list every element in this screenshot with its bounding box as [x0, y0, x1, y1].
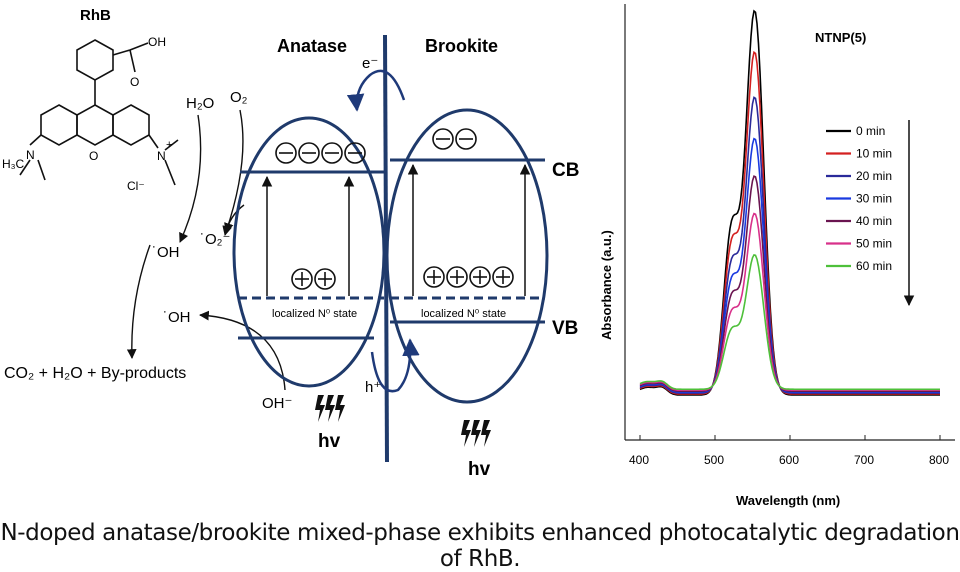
electron-symbol — [455, 128, 477, 150]
hole-label: h⁺ — [365, 379, 381, 396]
electron-symbol — [298, 142, 320, 164]
anatase-particle — [232, 116, 386, 388]
hv-label-right: hv — [468, 459, 491, 480]
x-tick-label: 800 — [929, 453, 949, 467]
oh-radical-1: ˙OH — [152, 244, 180, 261]
chart-legend: 0 min 10 min 20 min 30 min 40 min 50 min 60 mi… — [826, 124, 892, 273]
electron-label: e⁻ — [362, 55, 378, 72]
rhb-left-h3c: H₃C — [2, 157, 25, 171]
rhb-cooh-oh: OH — [148, 35, 166, 49]
x-tick-label: 500 — [704, 453, 724, 467]
rhb-cooh-o: O — [130, 75, 139, 89]
series-line — [639, 96, 940, 394]
rhb-name: RhB — [80, 7, 111, 24]
o2-label: O₂ — [230, 89, 248, 106]
legend-label: 20 min — [856, 169, 892, 183]
left-chem-arrows — [126, 109, 286, 391]
rhb-left-n: N — [26, 148, 35, 162]
legend-label: 30 min — [856, 192, 892, 206]
legend-label: 60 min — [856, 259, 892, 273]
hv-label-left: hv — [318, 431, 341, 452]
brookite-charges — [423, 128, 514, 288]
legend-label: 50 min — [856, 237, 892, 251]
series-line — [639, 175, 940, 392]
figure-caption: N-doped anatase/brookite mixed-phase exh… — [0, 520, 960, 572]
rhb-chloride: Cl⁻ — [127, 179, 145, 193]
anatase-label: Anatase — [277, 36, 347, 56]
band-diagram — [232, 34, 549, 463]
chart-lines — [639, 9, 940, 396]
chart-title: NTNP(5) — [815, 30, 866, 45]
series-line — [639, 9, 940, 396]
localized-state-brookite: localized N⁰ state — [421, 308, 506, 320]
interface-line — [383, 34, 389, 463]
products-label: CO₂ + H₂O + By-products — [4, 365, 186, 382]
series-line — [639, 50, 940, 395]
absorbance-chart: 400 500 600 700 800 0 min 10 min 20 min 30 min 4… — [624, 4, 955, 467]
light-bolt-icon — [461, 420, 491, 447]
brookite-label: Brookite — [425, 36, 498, 56]
cb-label: CB — [552, 160, 579, 181]
rhb-plus: + — [166, 139, 172, 151]
x-tick-label: 700 — [854, 453, 874, 467]
oh-radical-2: ˙OH — [163, 309, 191, 326]
hole-symbol — [469, 266, 491, 288]
electron-symbol — [321, 142, 343, 164]
hole-symbol — [492, 266, 514, 288]
legend-label: 40 min — [856, 214, 892, 228]
hole-symbol — [314, 268, 336, 290]
chart-ylabel: Absorbance (a.u.) — [599, 230, 614, 340]
hole-symbol — [291, 268, 313, 290]
h2o-label: H₂O — [186, 95, 214, 112]
oh-minus: OH⁻ — [262, 395, 292, 412]
anatase-charges — [275, 142, 366, 290]
hole-symbol — [446, 266, 468, 288]
rhb-structure — [19, 39, 179, 186]
series-line — [639, 212, 940, 391]
legend-label: 10 min — [856, 147, 892, 161]
localized-state-anatase: localized N⁰ state — [272, 308, 357, 320]
series-line — [639, 253, 940, 391]
rhb-ring-o: O — [89, 149, 98, 163]
chart-ticks: 400 500 600 700 800 — [629, 435, 949, 467]
series-line — [639, 137, 940, 393]
x-tick-label: 600 — [779, 453, 799, 467]
light-bolt-icon — [315, 395, 345, 422]
hole-symbol — [423, 266, 445, 288]
x-tick-label: 400 — [629, 453, 649, 467]
vb-label: VB — [552, 318, 578, 339]
legend-label: 0 min — [856, 124, 885, 138]
electron-symbol — [344, 142, 366, 164]
electron-symbol — [432, 128, 454, 150]
electron-symbol — [275, 142, 297, 164]
chart-xlabel: Wavelength (nm) — [736, 493, 840, 508]
rhb-right-n: N — [157, 149, 166, 163]
